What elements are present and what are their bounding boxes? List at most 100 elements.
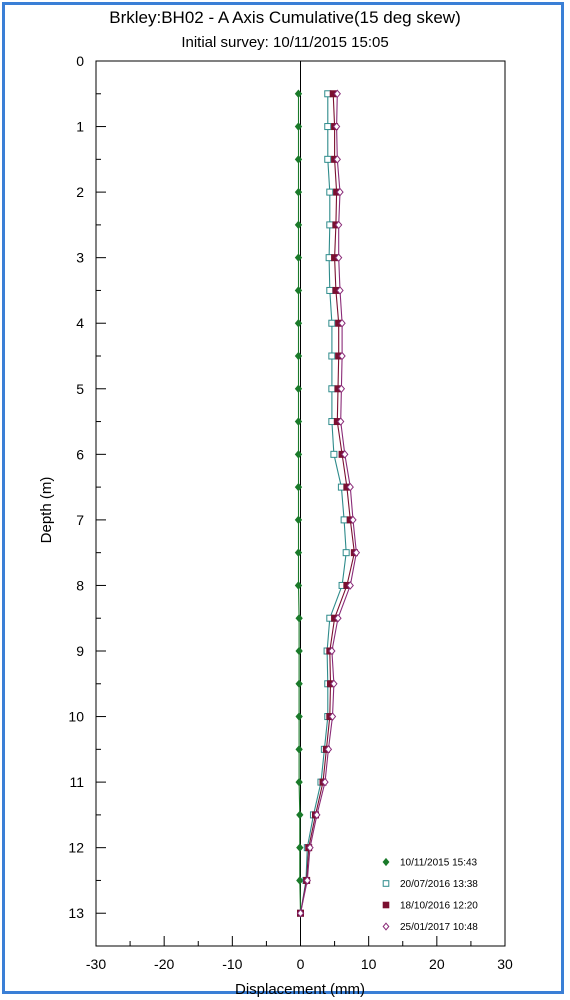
data-point bbox=[341, 450, 349, 459]
data-point bbox=[294, 548, 303, 557]
x-tick-label: 30 bbox=[497, 956, 513, 972]
data-point bbox=[294, 253, 303, 262]
x-tick-label: 0 bbox=[297, 956, 305, 972]
data-point bbox=[352, 548, 361, 557]
legend-label: 10/11/2015 15:43 bbox=[400, 858, 478, 869]
data-point bbox=[335, 253, 343, 262]
data-point bbox=[296, 810, 304, 820]
data-point bbox=[333, 89, 341, 99]
data-point bbox=[324, 745, 333, 754]
data-point bbox=[326, 286, 334, 294]
y-tick-label: 3 bbox=[76, 250, 84, 266]
data-point bbox=[338, 318, 346, 328]
chart-title: Brkley:BH02 - A Axis Cumulative(15 deg s… bbox=[109, 8, 461, 27]
data-point bbox=[294, 286, 303, 295]
data-point bbox=[382, 880, 390, 887]
data-point bbox=[338, 351, 346, 361]
series-line bbox=[299, 93, 357, 914]
data-point bbox=[328, 352, 336, 360]
x-tick-label: 10 bbox=[361, 956, 377, 972]
data-point bbox=[294, 122, 303, 131]
data-point bbox=[324, 123, 332, 131]
legend-item: 25/01/2017 10:48 bbox=[382, 922, 478, 933]
data-point bbox=[294, 155, 303, 164]
x-tick-label: 20 bbox=[429, 956, 445, 972]
series-group bbox=[297, 90, 358, 917]
data-point bbox=[294, 351, 303, 361]
series-group bbox=[294, 89, 305, 918]
data-point bbox=[337, 417, 345, 426]
data-point bbox=[328, 646, 336, 656]
data-point bbox=[295, 777, 303, 787]
legend-item: 10/11/2015 15:43 bbox=[382, 857, 478, 869]
legend: 10/11/2015 15:43 20/07/2016 13:38 18/10/20… bbox=[382, 857, 478, 933]
data-point bbox=[326, 188, 334, 196]
series-line bbox=[299, 93, 347, 914]
x-tick-label: -30 bbox=[86, 956, 106, 972]
data-point bbox=[296, 908, 305, 918]
y-tick-label: 7 bbox=[76, 512, 84, 528]
x-tick-label: -20 bbox=[154, 956, 174, 972]
data-point bbox=[324, 155, 332, 163]
data-point bbox=[326, 221, 334, 229]
data-point bbox=[295, 745, 303, 754]
data-point bbox=[349, 515, 357, 525]
series-line bbox=[297, 93, 302, 914]
data-point bbox=[294, 384, 303, 394]
data-point bbox=[295, 712, 303, 721]
data-point bbox=[328, 712, 337, 721]
data-point bbox=[382, 901, 390, 909]
data-point bbox=[346, 581, 354, 590]
series-layer bbox=[294, 89, 361, 918]
y-tick-label: 11 bbox=[69, 774, 84, 790]
series-line bbox=[299, 93, 355, 914]
data-point bbox=[294, 581, 303, 590]
series-group bbox=[296, 89, 361, 918]
y-tick-label: 12 bbox=[68, 840, 84, 856]
data-point bbox=[340, 516, 348, 524]
data-point bbox=[330, 450, 338, 458]
data-point bbox=[294, 187, 303, 197]
data-point bbox=[294, 515, 303, 525]
data-point bbox=[303, 876, 311, 885]
data-point bbox=[296, 843, 304, 852]
legend-item: 18/10/2016 12:20 bbox=[382, 901, 478, 912]
data-point bbox=[335, 220, 343, 230]
data-point bbox=[336, 286, 344, 295]
chart-subtitle: Initial survey: 10/11/2015 15:05 bbox=[181, 34, 389, 51]
y-axis-label: Depth (m) bbox=[38, 477, 55, 544]
y-tick-label: 13 bbox=[68, 905, 84, 921]
data-point bbox=[328, 385, 336, 393]
y-tick-label: 1 bbox=[76, 119, 84, 135]
data-point bbox=[313, 810, 321, 820]
data-point bbox=[332, 122, 341, 131]
data-point bbox=[294, 220, 303, 230]
legend-label: 25/01/2017 10:48 bbox=[400, 922, 478, 933]
data-point bbox=[333, 155, 341, 164]
x-axis-label: Displacement (mm) bbox=[235, 981, 365, 998]
y-tick-label: 6 bbox=[76, 446, 84, 462]
y-tick-label: 4 bbox=[76, 315, 84, 331]
data-point bbox=[294, 318, 303, 328]
data-point bbox=[346, 482, 354, 492]
y-tick-label: 9 bbox=[76, 643, 84, 659]
legend-label: 20/07/2016 13:38 bbox=[400, 879, 478, 890]
data-point bbox=[295, 646, 303, 656]
data-point bbox=[294, 89, 303, 99]
series-group bbox=[297, 90, 350, 917]
legend-item: 20/07/2016 13:38 bbox=[382, 879, 478, 890]
data-point bbox=[382, 922, 390, 931]
data-point bbox=[337, 384, 346, 394]
x-tick-label: -10 bbox=[222, 956, 242, 972]
data-point bbox=[330, 679, 338, 689]
y-tick-label: 5 bbox=[76, 381, 84, 397]
legend-label: 18/10/2016 12:20 bbox=[400, 901, 478, 912]
data-point bbox=[321, 777, 329, 787]
data-point bbox=[294, 450, 303, 459]
y-tick-label: 0 bbox=[76, 53, 84, 69]
y-tick-label: 8 bbox=[76, 577, 84, 593]
data-point bbox=[296, 876, 304, 885]
data-point bbox=[382, 857, 390, 867]
data-point bbox=[336, 187, 344, 197]
